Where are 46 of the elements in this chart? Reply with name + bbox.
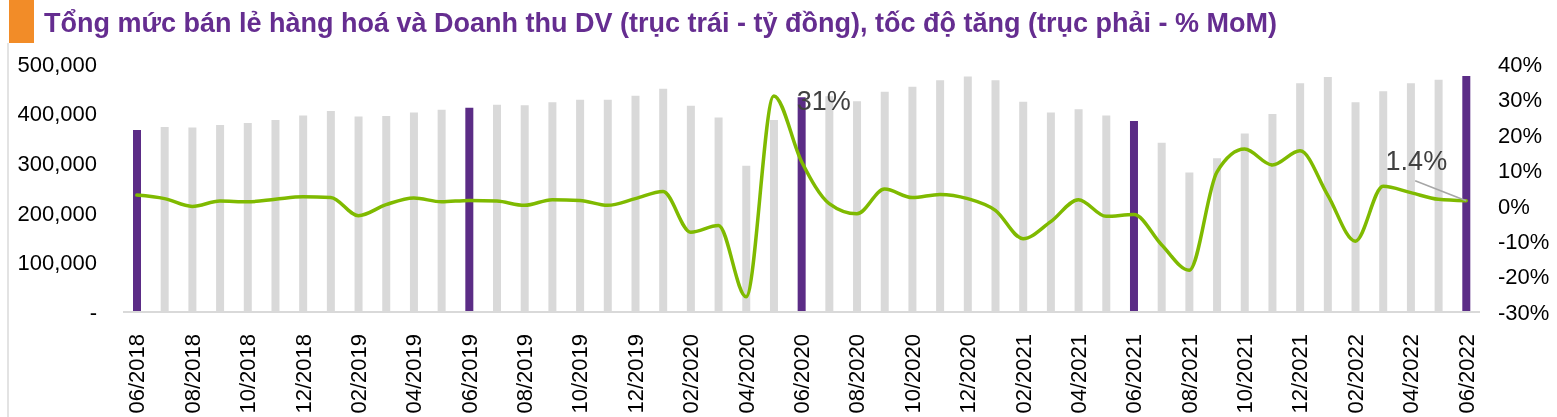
x-tick-label: 10/2019 <box>567 334 593 414</box>
x-tick-label: 12/2021 <box>1287 334 1313 414</box>
x-tick-label: 06/2022 <box>1453 334 1479 414</box>
y2-tick-label: 20% <box>1498 122 1543 148</box>
x-tick-label: 08/2018 <box>179 334 205 414</box>
y-tick-label: 400,000 <box>17 101 97 127</box>
x-tick-label: 02/2020 <box>678 334 704 414</box>
x-tick-label: 02/2019 <box>345 334 371 414</box>
x-tick-label: 04/2019 <box>401 334 427 414</box>
y-tick-label: 300,000 <box>17 151 97 177</box>
data-label: 1.4% <box>1385 145 1448 176</box>
x-tick-label: 06/2018 <box>124 334 150 414</box>
x-tick-label: 12/2019 <box>622 334 648 414</box>
x-tick-label: 06/2020 <box>789 334 814 414</box>
bar <box>133 129 141 312</box>
x-tick-label: 04/2022 <box>1398 334 1424 414</box>
x-tick-label: 08/2019 <box>512 334 538 414</box>
x-tick-label: 06/2021 <box>1121 334 1147 414</box>
x-tick-label: 12/2020 <box>955 334 981 414</box>
x-tick-label: 02/2021 <box>1010 334 1036 414</box>
y2-tick-label: -30% <box>1498 299 1550 325</box>
x-tick-label: 10/2021 <box>1232 334 1258 414</box>
y-tick-label: 100,000 <box>17 250 97 276</box>
x-tick-label: 08/2021 <box>1176 334 1202 414</box>
x-tick-label: 06/2019 <box>456 334 482 414</box>
x-tick-label: 08/2020 <box>844 334 870 414</box>
y-tick-label: 200,000 <box>17 200 97 226</box>
bar <box>1462 75 1471 312</box>
y2-tick-label: 0% <box>1498 193 1530 219</box>
x-tick-label: 04/2021 <box>1065 334 1091 414</box>
data-label: 31% <box>796 85 851 116</box>
y2-tick-label: 40% <box>1498 51 1543 77</box>
x-tick-label: 04/2020 <box>733 334 759 414</box>
chart-title: Tổng mức bán lẻ hàng hoá và Doanh thu DV (trục trái - tỷ đồng), tốc độ tăng (trục phải - % MoM) <box>44 7 1278 39</box>
bar <box>1129 121 1138 312</box>
y2-tick-label: 30% <box>1498 87 1543 113</box>
x-tick-label: 10/2020 <box>899 334 925 414</box>
x-tick-label: 10/2018 <box>235 334 261 414</box>
y2-tick-label: -20% <box>1498 264 1550 290</box>
x-tick-label: 02/2022 <box>1342 334 1368 414</box>
y-tick-label: 500,000 <box>17 51 97 77</box>
y2-tick-label: -10% <box>1498 228 1550 254</box>
y-tick-label: - <box>89 299 97 325</box>
bar <box>465 107 474 312</box>
x-tick-label: 12/2018 <box>290 334 316 414</box>
y2-tick-label: 10% <box>1498 158 1543 184</box>
